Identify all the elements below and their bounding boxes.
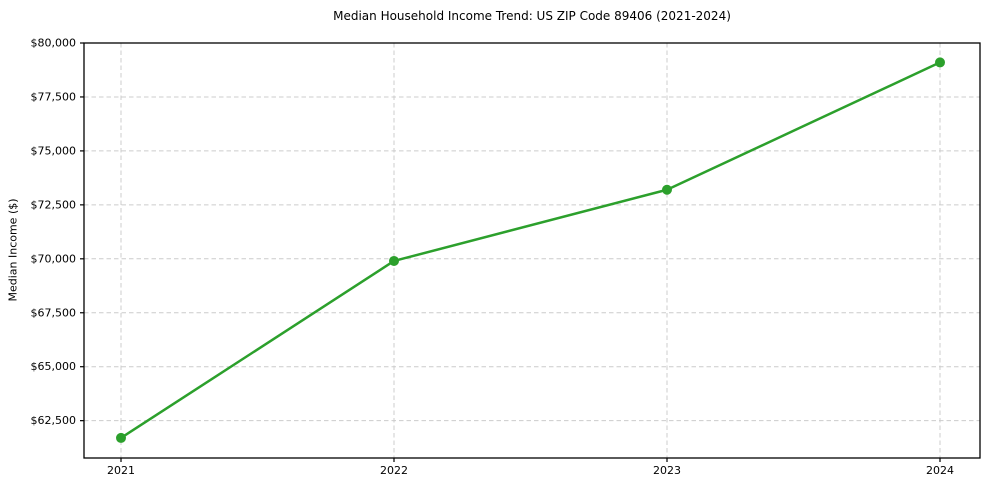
x-tick-label: 2021 bbox=[107, 464, 135, 477]
y-tick-label: $77,500 bbox=[31, 90, 77, 103]
data-point bbox=[662, 184, 672, 195]
y-tick-label: $65,000 bbox=[31, 360, 77, 373]
x-tick-label: 2023 bbox=[653, 464, 681, 477]
y-tick-label: $70,000 bbox=[31, 252, 77, 265]
chart-title: Median Household Income Trend: US ZIP Co… bbox=[333, 9, 731, 23]
data-point bbox=[389, 255, 399, 266]
y-tick-label: $80,000 bbox=[31, 37, 77, 50]
data-point bbox=[116, 432, 126, 443]
y-tick-label: $72,500 bbox=[31, 198, 77, 211]
y-tick-label: $75,000 bbox=[31, 144, 77, 157]
plot-border bbox=[83, 42, 981, 459]
trend-line bbox=[119, 61, 942, 440]
y-tick-label: $67,500 bbox=[31, 306, 77, 319]
data-point bbox=[935, 57, 945, 68]
x-tick-label: 2024 bbox=[926, 464, 954, 477]
y-tick-label: $62,500 bbox=[31, 414, 77, 427]
x-tick-label: 2022 bbox=[380, 464, 408, 477]
